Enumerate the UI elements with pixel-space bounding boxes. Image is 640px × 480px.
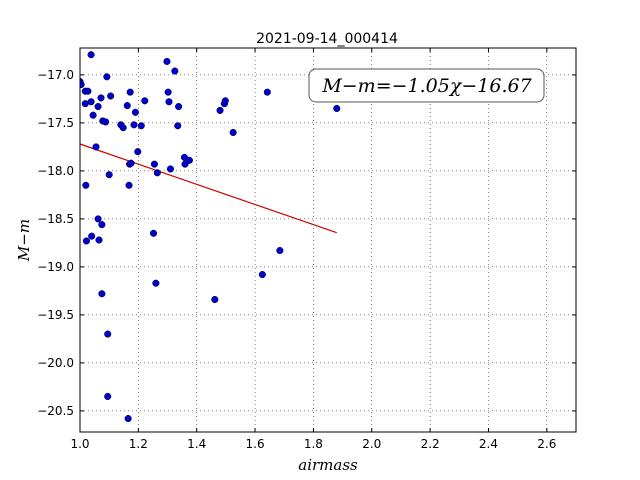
y-tick-label: −17.5 — [37, 116, 74, 130]
x-tick-label: 1.8 — [304, 437, 323, 451]
y-tick-label: −19.0 — [37, 260, 74, 274]
y-tick-label: −20.5 — [37, 404, 74, 418]
x-axis-ticks: 1.0 1.2 1.4 1.6 1.8 2.0 2.2 2.4 2.6 — [70, 48, 556, 451]
data-point — [258, 271, 266, 279]
x-tick-label: 1.4 — [187, 437, 206, 451]
data-point — [216, 106, 224, 114]
data-point — [80, 80, 85, 89]
data-point — [125, 181, 133, 189]
data-point — [95, 236, 103, 244]
data-point — [81, 100, 89, 108]
data-point — [103, 73, 111, 81]
data-point — [137, 122, 145, 130]
data-point — [263, 88, 271, 96]
data-point — [98, 290, 106, 298]
x-tick-label: 1.2 — [129, 437, 148, 451]
data-point — [123, 102, 131, 110]
data-point — [107, 92, 115, 100]
data-point — [164, 88, 172, 96]
data-point — [92, 143, 100, 151]
y-tick-label: −19.5 — [37, 308, 74, 322]
plot-frame — [79, 47, 577, 433]
data-point — [150, 160, 158, 168]
y-tick-label: −17.0 — [37, 68, 74, 82]
data-point — [163, 57, 171, 65]
x-tick-label: 2.2 — [421, 437, 440, 451]
data-point — [174, 122, 182, 130]
data-point — [84, 87, 92, 95]
data-point — [229, 128, 237, 137]
chart-title: 2021-09-14_000414 — [256, 31, 398, 47]
data-point — [149, 229, 158, 237]
data-point — [171, 67, 179, 75]
data-point — [175, 103, 183, 111]
data-point — [97, 94, 105, 102]
data-point — [134, 148, 142, 156]
data-point — [126, 88, 134, 96]
y-tick-label: −20.0 — [37, 356, 74, 370]
data-point — [94, 215, 102, 223]
y-tick-label: −18.5 — [37, 212, 74, 226]
data-point — [119, 124, 127, 132]
data-point — [87, 51, 95, 59]
data-point — [105, 171, 113, 179]
grid-lines — [79, 48, 576, 432]
y-axis-label: M−m — [15, 219, 33, 262]
data-point — [89, 111, 97, 119]
data-point — [82, 237, 90, 245]
data-points — [80, 51, 341, 423]
data-point — [276, 247, 284, 255]
data-point — [185, 156, 193, 164]
fit-equation: M−m=−1.05χ−16.67 — [321, 75, 532, 97]
data-point — [102, 118, 110, 126]
data-point — [104, 330, 112, 338]
data-point — [211, 295, 219, 304]
fit-equation-box: M−m=−1.05χ−16.67 — [308, 68, 545, 103]
data-point — [221, 97, 229, 105]
data-point — [98, 221, 106, 229]
data-point — [82, 181, 90, 189]
x-tick-label: 2.6 — [537, 437, 556, 451]
data-point — [153, 169, 161, 177]
data-point — [165, 98, 173, 106]
data-point — [94, 103, 102, 111]
data-point — [124, 415, 132, 423]
data-point — [130, 121, 138, 129]
data-point — [88, 232, 96, 240]
x-tick-label: 1.6 — [246, 437, 265, 451]
equation-box-frame — [308, 68, 545, 103]
x-tick-label: 2.4 — [479, 437, 498, 451]
data-point — [152, 279, 160, 287]
y-tick-label: −18.0 — [37, 164, 74, 178]
data-point — [141, 97, 149, 105]
x-tick-label: 1.0 — [70, 437, 89, 451]
data-point — [104, 392, 112, 401]
fit-line-group — [79, 143, 337, 234]
fit-line — [79, 143, 337, 234]
y-axis-ticks: −17.0 −17.5 −18.0 −18.5 −19.0 −19.5 −20.0 −20.5 — [37, 68, 576, 418]
x-axis-label: airmass — [298, 456, 358, 474]
x-tick-label: 2.0 — [362, 437, 381, 451]
data-point — [127, 159, 135, 167]
data-point — [131, 108, 139, 116]
data-point — [333, 104, 341, 113]
data-point — [166, 165, 174, 173]
